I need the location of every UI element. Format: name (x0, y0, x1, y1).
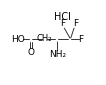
Text: HO: HO (11, 35, 25, 44)
Text: CH₂: CH₂ (36, 35, 52, 44)
Text: O: O (27, 48, 34, 57)
Text: HCl: HCl (54, 12, 71, 22)
Text: F: F (73, 19, 78, 28)
Text: NH₂: NH₂ (49, 50, 66, 59)
Text: F: F (60, 19, 65, 28)
Text: F: F (78, 35, 83, 44)
